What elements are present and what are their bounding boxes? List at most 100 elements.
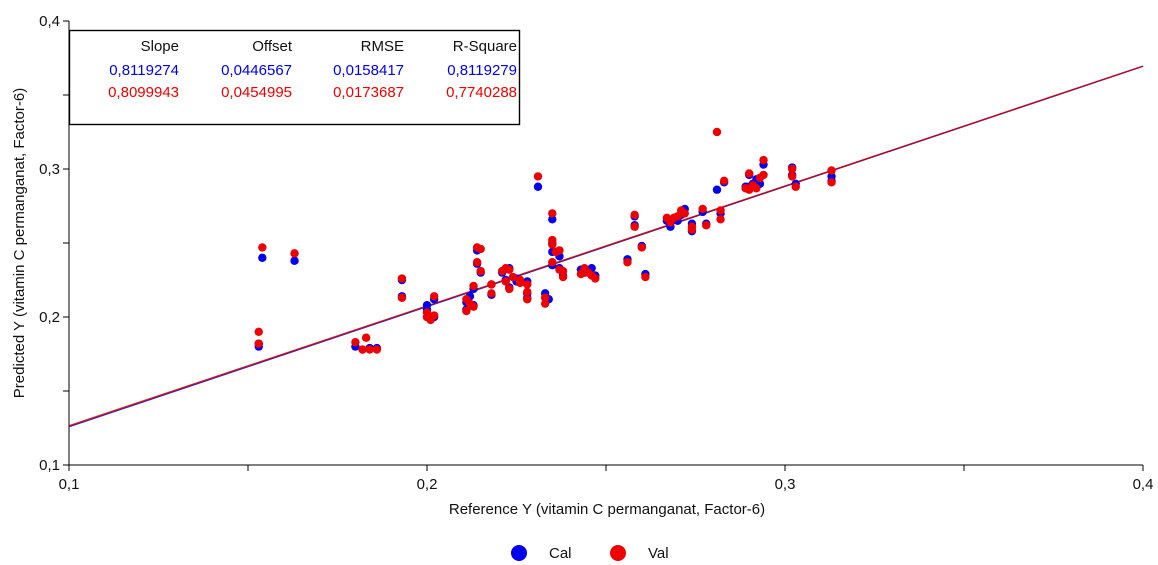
data-point [630, 210, 639, 220]
stats-value: 0,0158417 [333, 62, 404, 79]
data-point [487, 289, 496, 298]
data-point [752, 184, 761, 193]
data-point [716, 215, 725, 224]
data-point [372, 345, 382, 354]
data-point [476, 244, 485, 254]
data-point [533, 182, 543, 191]
data-point [361, 333, 371, 342]
x-tick-label: 0,1 [59, 476, 80, 493]
data-point [505, 284, 514, 294]
data-point [469, 302, 478, 311]
data-point [591, 274, 600, 283]
data-point [630, 222, 639, 231]
data-point [358, 345, 367, 354]
legend-marker [610, 545, 626, 561]
data-point [548, 215, 557, 224]
axes: 0,1 0,2 0,3 0,4 0,1 0,2 0,3 0,4 [39, 13, 1153, 493]
y-tick-label: 0,4 [39, 13, 60, 30]
data-point [254, 339, 263, 348]
data-point [680, 209, 689, 218]
data-point [548, 240, 557, 249]
data-point [540, 299, 550, 308]
data-point [787, 164, 797, 174]
data-point [290, 256, 299, 265]
stats-box [68, 29, 521, 126]
data-point [827, 178, 836, 187]
y-axis-title: Predicted Y (vitamin C permanganat, Fact… [11, 88, 28, 398]
data-point [258, 253, 267, 262]
data-point [397, 274, 407, 283]
data-point [787, 172, 797, 181]
stats-value: 0,0454995 [221, 84, 292, 101]
regression-line [68, 65, 1144, 427]
data-point [623, 258, 632, 267]
data-point [258, 243, 267, 252]
data-point [397, 293, 407, 302]
x-tick-label: 0,4 [1133, 476, 1154, 493]
data-point [469, 281, 478, 291]
stats-value: 0,0446567 [221, 62, 292, 79]
data-point [476, 266, 485, 276]
data-point [533, 172, 543, 181]
data-point [501, 277, 510, 286]
stats-value: 0,7740288 [446, 84, 517, 101]
stats-header: RMSE [361, 38, 404, 55]
data-point [687, 225, 697, 234]
legend-marker [511, 545, 527, 561]
data-points [254, 127, 836, 354]
legend: Cal Val [511, 545, 669, 562]
data-point [827, 166, 836, 175]
x-tick-label: 0,3 [775, 476, 796, 493]
data-point [702, 221, 711, 230]
data-point [745, 169, 754, 178]
stats-value: 0,0173687 [333, 84, 404, 101]
data-point [351, 337, 360, 347]
data-point [523, 295, 532, 304]
stats-header: R-Square [453, 38, 517, 55]
data-point [487, 280, 496, 289]
data-point [462, 306, 471, 316]
x-tick-label: 0,2 [417, 476, 438, 493]
data-point [429, 292, 439, 301]
data-point [254, 327, 263, 336]
data-point [712, 185, 722, 194]
data-point [759, 170, 768, 180]
data-point [540, 293, 550, 302]
data-point [515, 275, 525, 285]
y-tick-label: 0,1 [39, 457, 60, 474]
stats-table: Slope Offset RMSE R-Square 0,8119274 0,044656… [68, 29, 521, 126]
data-point [548, 258, 557, 267]
data-point [712, 127, 722, 137]
legend-label: Val [648, 545, 669, 562]
stats-value: 0,8099943 [108, 84, 179, 101]
data-point [716, 206, 725, 215]
data-point [558, 266, 568, 276]
data-point [719, 176, 729, 186]
y-tick-label: 0,3 [39, 161, 60, 178]
data-point [290, 249, 299, 258]
data-point [505, 265, 514, 274]
stats-value: 0,8119279 [447, 62, 517, 79]
data-point [558, 272, 568, 282]
stats-value: 0,8119274 [109, 62, 179, 79]
regression-lines [68, 65, 1144, 428]
stats-header: Offset [252, 38, 293, 55]
data-point [523, 280, 532, 289]
legend-label: Cal [549, 545, 572, 562]
data-point [508, 272, 518, 282]
y-tick-label: 0,2 [39, 309, 60, 326]
data-point [759, 155, 768, 165]
data-point [637, 243, 646, 252]
stats-header: Slope [141, 38, 179, 55]
data-point [365, 345, 374, 354]
x-axis-title: Reference Y (vitamin C permanganat, Fact… [449, 501, 765, 518]
data-point [641, 272, 650, 282]
data-point [472, 258, 482, 267]
data-point [429, 311, 439, 320]
data-point [523, 287, 532, 297]
data-point [791, 182, 800, 191]
data-point [698, 204, 707, 214]
data-point [555, 246, 564, 255]
data-point [548, 209, 557, 218]
